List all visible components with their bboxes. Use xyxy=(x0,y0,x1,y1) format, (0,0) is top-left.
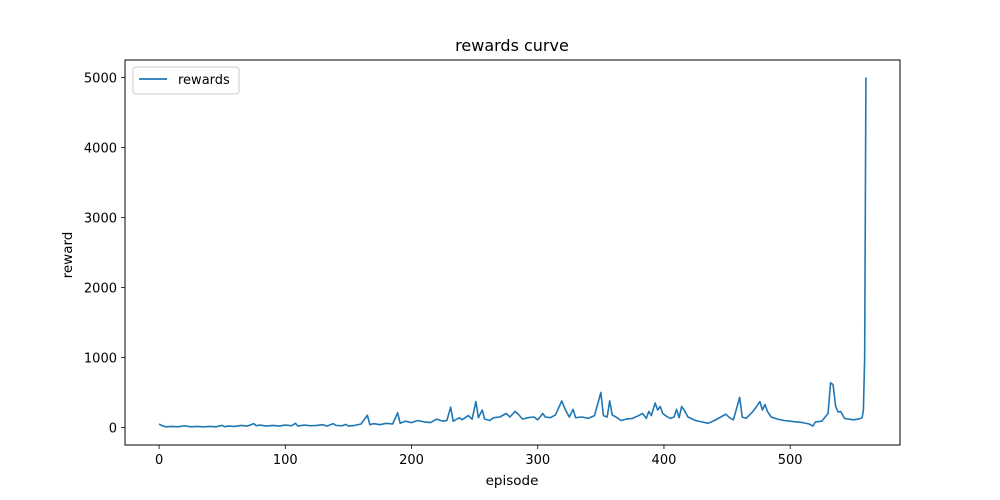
y-axis: 0 1000 2000 3000 4000 5000 xyxy=(84,72,125,437)
plot-background xyxy=(125,60,900,445)
y-axis-label: reward xyxy=(60,232,76,279)
plot-frame xyxy=(124,59,901,446)
y-tick-label: 5000 xyxy=(84,72,117,87)
legend-label: rewards xyxy=(178,73,230,88)
legend: rewards xyxy=(132,66,240,95)
y-tick-label: 2000 xyxy=(84,282,117,297)
legend-box xyxy=(132,66,240,95)
y-tick-label: 0 xyxy=(109,422,117,437)
x-axis: 0 100 200 300 400 500 xyxy=(155,445,803,468)
x-axis-label: episode xyxy=(486,473,539,489)
x-tick-label: 200 xyxy=(399,453,424,468)
x-tick-label: 400 xyxy=(652,453,677,468)
x-tick-label: 100 xyxy=(273,453,298,468)
plot-area xyxy=(124,59,901,446)
y-tick-label: 3000 xyxy=(84,212,117,227)
x-tick-label: 0 xyxy=(155,453,163,468)
x-tick-label: 500 xyxy=(778,453,803,468)
y-tick-label: 4000 xyxy=(84,142,117,157)
series-line-rewards xyxy=(158,77,867,428)
chart-title: rewards curve xyxy=(455,36,569,55)
y-tick-label: 1000 xyxy=(84,352,117,367)
series-group xyxy=(158,77,867,428)
x-tick-label: 300 xyxy=(525,453,550,468)
